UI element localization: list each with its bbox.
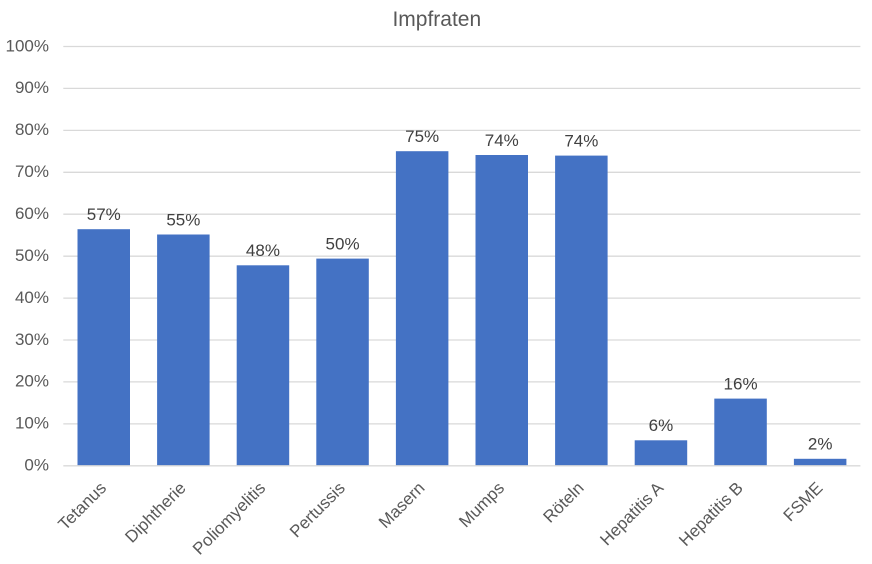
svg-text:60%: 60% bbox=[15, 204, 49, 223]
svg-text:40%: 40% bbox=[15, 288, 49, 307]
svg-text:Impfraten: Impfraten bbox=[392, 8, 481, 31]
svg-text:74%: 74% bbox=[564, 131, 598, 150]
svg-text:50%: 50% bbox=[15, 246, 49, 265]
svg-text:30%: 30% bbox=[15, 330, 49, 349]
svg-text:20%: 20% bbox=[15, 372, 49, 391]
svg-text:57%: 57% bbox=[87, 205, 121, 224]
svg-text:74%: 74% bbox=[485, 131, 519, 150]
svg-text:70%: 70% bbox=[15, 162, 49, 181]
svg-text:55%: 55% bbox=[166, 210, 200, 229]
svg-text:50%: 50% bbox=[326, 234, 360, 253]
svg-text:48%: 48% bbox=[246, 241, 280, 260]
svg-text:80%: 80% bbox=[15, 120, 49, 139]
svg-text:75%: 75% bbox=[405, 127, 439, 146]
svg-text:90%: 90% bbox=[15, 78, 49, 97]
svg-text:2%: 2% bbox=[808, 435, 833, 454]
svg-text:100%: 100% bbox=[6, 36, 49, 55]
svg-text:0%: 0% bbox=[24, 456, 49, 475]
svg-text:10%: 10% bbox=[15, 414, 49, 433]
svg-text:16%: 16% bbox=[724, 374, 758, 393]
svg-text:6%: 6% bbox=[649, 416, 674, 435]
